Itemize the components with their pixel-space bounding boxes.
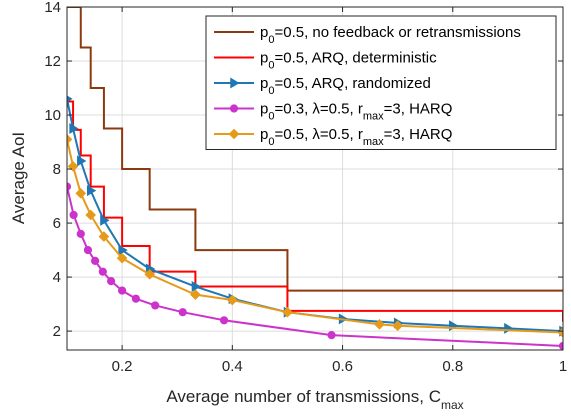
legend-label-1: p0=0.5, ARQ, deterministic	[260, 50, 437, 72]
legend-label-3-rest2: =3, HARQ	[384, 101, 453, 118]
series-2-point	[118, 244, 128, 256]
series-4-point	[75, 188, 87, 199]
legend: p0=0.5, no feedback or retransmissionsp0…	[205, 15, 557, 150]
legend-label-2: p0=0.5, ARQ, randomized	[260, 75, 431, 97]
legend-marker-4	[228, 128, 240, 140]
series-2-point	[67, 95, 73, 103]
legend-label-2-p: p	[260, 75, 268, 92]
series-2-point	[69, 123, 79, 135]
series-3-point	[178, 308, 187, 317]
series-layer	[67, 7, 563, 350]
legend-label-4-sub2: max	[363, 136, 384, 148]
x-tick-label: 0.2	[112, 358, 133, 375]
legend-label-1-p: p	[260, 50, 268, 67]
y-tick-label: 2	[53, 323, 61, 340]
series-4	[67, 134, 563, 338]
legend-label-0: p0=0.5, no feedback or retransmissions	[260, 24, 521, 46]
legend-label-0-p: p	[260, 24, 268, 41]
y-tick-label: 6	[53, 215, 61, 232]
series-3-point	[83, 245, 93, 255]
legend-label-3-sub2: max	[363, 111, 384, 123]
legend-label-3-sub: 0	[268, 111, 274, 123]
series-3-point	[69, 210, 78, 220]
legend-label-0-rest: =0.5, no feedback or retransmissions	[274, 24, 520, 41]
legend-label-4-rest: =0.5, λ=0.5, r	[274, 126, 362, 143]
legend-label-2-rest: =0.5, ARQ, randomized	[274, 75, 430, 92]
series-3	[67, 182, 563, 350]
legend-marker-3	[229, 104, 239, 113]
legend-marker-2	[230, 77, 240, 89]
y-tick-label: 14	[44, 0, 61, 16]
series-0	[67, 7, 563, 292]
y-tick-label: 8	[53, 161, 61, 178]
y-axis-label: Average AoI	[9, 132, 28, 224]
series-4-point	[67, 134, 73, 145]
legend-label-1-sub: 0	[268, 60, 274, 72]
legend-label-1-rest: =0.5, ARQ, deterministic	[274, 50, 437, 67]
y-tick-label: 10	[44, 107, 61, 124]
legend-label-2-sub: 0	[268, 85, 274, 97]
series-3-point	[219, 316, 229, 325]
series-4-point	[144, 269, 155, 280]
x-axis-label: Average number of transmissions, Cmax	[166, 387, 463, 412]
series-3-point	[151, 301, 160, 310]
x-tick-label: 0.6	[332, 358, 353, 375]
series-4-point	[116, 252, 128, 264]
x-tick-label: 0.4	[222, 358, 243, 375]
x-axis-label-subscript: max	[441, 398, 464, 412]
series-3-point	[118, 286, 127, 295]
series-3-point	[98, 267, 107, 276]
series-4-point	[282, 306, 293, 318]
legend-label-3-p: p	[260, 101, 268, 118]
series-3-point	[327, 331, 336, 340]
series-4-point	[85, 209, 97, 221]
x-tick-label: 1	[559, 358, 567, 375]
series-2-point	[100, 214, 110, 226]
series-4-point	[227, 294, 238, 306]
legend-label-4-sub: 0	[268, 136, 274, 148]
series-2-point	[191, 281, 201, 293]
series-2-point	[77, 155, 87, 167]
series-4-point	[374, 319, 385, 330]
legend-label-3-rest: =0.3, λ=0.5, r	[274, 101, 362, 118]
plot-frame	[66, 6, 564, 351]
series-3-point	[131, 294, 140, 303]
series-3-point	[91, 256, 100, 265]
legend-label-4-p: p	[260, 126, 268, 143]
x-tick-label: 0.8	[442, 358, 463, 375]
series-3-point	[76, 229, 85, 238]
legend-box	[205, 15, 557, 150]
series-1	[67, 100, 563, 322]
series-3-point	[558, 341, 563, 350]
series-line-0	[67, 7, 563, 292]
x-axis-label-main: Average number of transmissions, C	[166, 387, 441, 406]
series-line-1	[67, 100, 563, 322]
series-3-point	[106, 277, 116, 286]
series-4-point	[392, 320, 403, 332]
series-4-point	[190, 289, 201, 300]
y-tick-label: 4	[53, 269, 61, 286]
legend-label-0-sub: 0	[268, 34, 274, 46]
series-2-point	[86, 185, 97, 197]
legend-label-4-rest2: =3, HARQ	[384, 126, 453, 143]
series-4-point	[98, 231, 110, 242]
legend-label-3: p0=0.3, λ=0.5, rmax=3, HARQ	[260, 101, 452, 123]
legend-label-4: p0=0.5, λ=0.5, rmax=3, HARQ	[260, 126, 452, 148]
y-tick-label: 12	[44, 53, 61, 70]
